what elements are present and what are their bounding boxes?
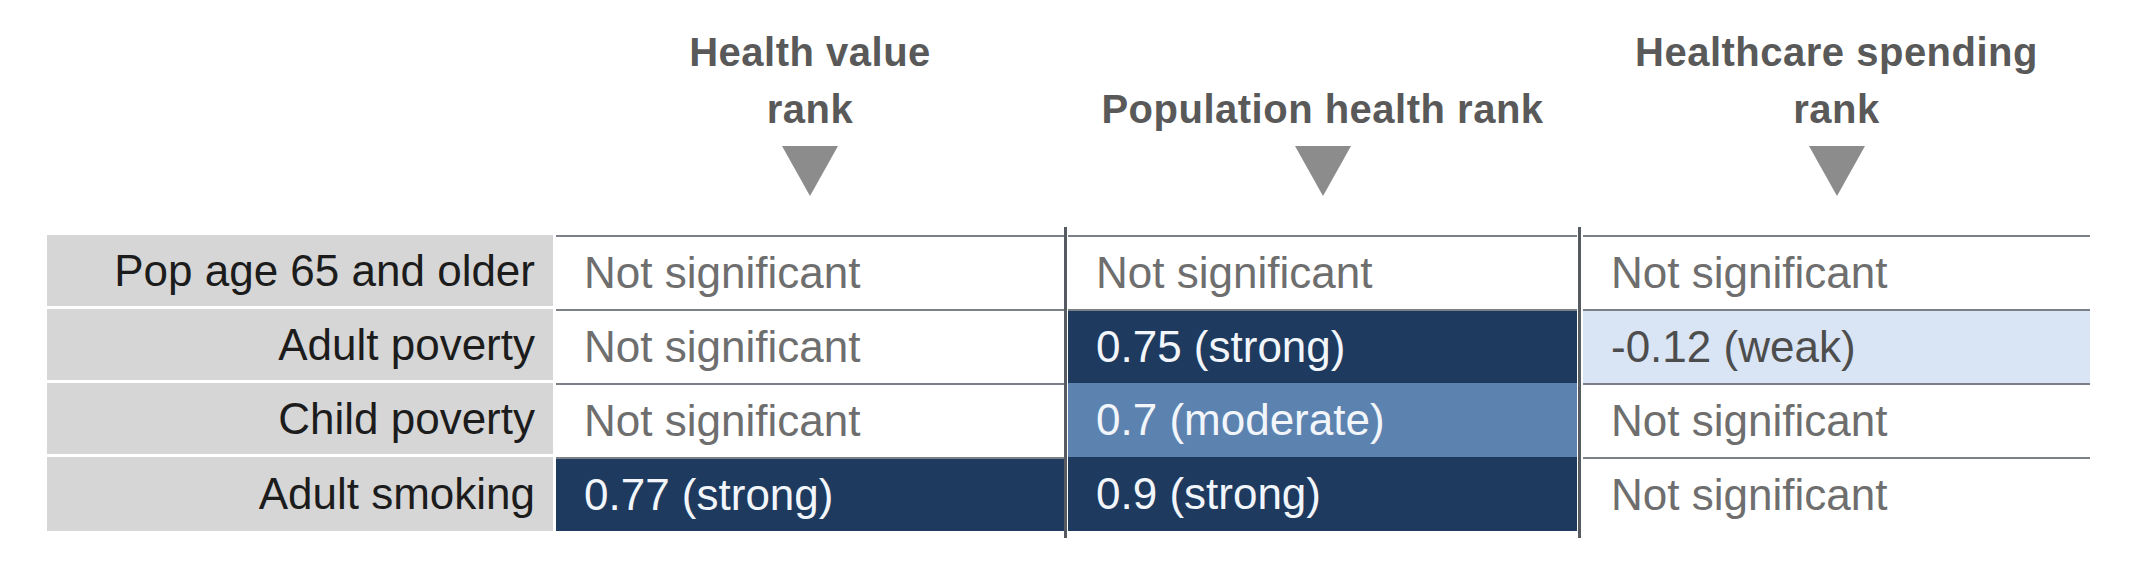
row-label-adult-poverty: Adult poverty: [47, 309, 553, 380]
arrow-down-icon: [1809, 146, 1865, 196]
table-cell: -0.12 (weak): [1583, 309, 2090, 383]
arrow-down-icon: [782, 146, 838, 196]
header-line: Population health rank: [1101, 81, 1543, 138]
column-header-healthcare-spending-rank: Healthcare spending rank: [1583, 38, 2090, 196]
header-line: rank: [1635, 81, 2038, 138]
column-header-text: Health value rank: [689, 38, 931, 138]
table-cell: Not significant: [1068, 235, 1577, 309]
column-header-text: Population health rank: [1101, 38, 1543, 138]
column-divider: [1578, 227, 1581, 538]
table-cell: Not significant: [1583, 383, 2090, 457]
table-cell: Not significant: [1583, 457, 2090, 531]
row-label-child-poverty: Child poverty: [47, 383, 553, 454]
table-cell: Not significant: [1583, 235, 2090, 309]
table-cell: 0.75 (strong): [1068, 309, 1577, 383]
header-line: rank: [689, 81, 931, 138]
header-line: Healthcare spending: [1635, 24, 2038, 81]
table-cell: Not significant: [556, 235, 1064, 309]
arrow-down-icon: [1295, 146, 1351, 196]
header-line: Health value: [689, 24, 931, 81]
table-cell: 0.77 (strong): [556, 457, 1064, 531]
column-header-population-health-rank: Population health rank: [1068, 38, 1577, 196]
column-header-health-value-rank: Health value rank: [556, 38, 1064, 196]
table-cell: Not significant: [556, 309, 1064, 383]
correlation-heatmap-figure: Health value rank Population health rank…: [0, 0, 2140, 584]
row-label-adult-smoking: Adult smoking: [47, 457, 553, 531]
table-cell: 0.9 (strong): [1068, 457, 1577, 531]
column-header-text: Healthcare spending rank: [1635, 38, 2038, 138]
row-label-pop-age-65: Pop age 65 and older: [47, 235, 553, 306]
table-cell: 0.7 (moderate): [1068, 383, 1577, 457]
table-cell: Not significant: [556, 383, 1064, 457]
column-divider: [1064, 227, 1067, 538]
